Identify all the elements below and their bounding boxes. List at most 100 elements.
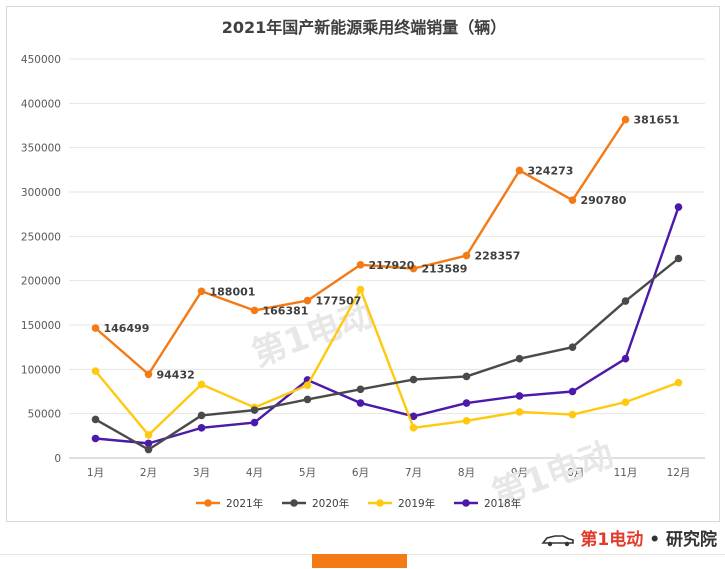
y-tick-label: 150000 [21, 320, 61, 332]
data-point [621, 398, 630, 406]
data-point [250, 418, 259, 427]
data-point [197, 287, 206, 296]
x-tick-label: 4月 [246, 467, 263, 479]
brand-logo: 第1电动 • 研究院 [540, 525, 717, 550]
data-point [303, 381, 312, 390]
data-point [674, 203, 683, 211]
data-point [462, 399, 471, 407]
data-point [674, 378, 683, 387]
data-point [568, 387, 577, 396]
data-point [515, 166, 524, 175]
legend-label: 2019年 [398, 497, 435, 510]
y-tick-label: 50000 [28, 409, 61, 421]
data-point [356, 385, 365, 394]
data-label-layer: 146499 94432 188001 166381 177507 217920 21358… [104, 114, 680, 382]
data-point [144, 439, 153, 448]
series-line [94, 257, 680, 451]
y-tick-label: 250000 [21, 231, 61, 243]
data-point [91, 324, 100, 332]
y-tick-label: 350000 [21, 143, 61, 155]
x-tick-label: 3月 [193, 467, 210, 479]
x-tick-label: 11月 [614, 467, 638, 479]
y-tick-label: 450000 [21, 54, 61, 66]
x-tick-label: 6月 [352, 467, 369, 479]
data-point [621, 297, 630, 305]
legend-swatch-marker [204, 499, 212, 507]
brand-prefix: 第1电动 [580, 530, 644, 550]
data-point [303, 296, 312, 305]
data-point [197, 411, 206, 420]
data-label: 381651 [634, 114, 680, 127]
legend-label: 2021年 [226, 497, 263, 510]
data-point [409, 412, 418, 421]
x-tick-label: 12月 [667, 467, 691, 479]
data-point [674, 254, 683, 263]
data-label: 146499 [104, 322, 150, 335]
chart-title: 2021年国产新能源乘用终端销量（辆） [222, 18, 507, 37]
data-label: 228357 [475, 250, 521, 263]
data-point [515, 354, 524, 363]
line-chart: 2021年国产新能源乘用终端销量（辆） 0 50000 100000 150000 20… [21, 18, 705, 515]
data-label: 324273 [528, 164, 574, 177]
series-line [94, 288, 679, 437]
legend: 2021年 2020年 2019年 2018年 [196, 497, 521, 510]
data-point [144, 370, 153, 379]
brand-suffix: • 研究院 [649, 530, 717, 550]
legend-swatch-marker [376, 499, 384, 507]
accent-bar [312, 554, 407, 568]
watermark-layer: 第1电动 第1电动 [247, 294, 619, 515]
data-point [356, 285, 365, 294]
data-point [568, 196, 577, 204]
grid-layer: 0 50000 100000 150000 200000 250000 300000 3500… [21, 54, 705, 479]
y-tick-label: 400000 [21, 98, 61, 110]
series-line [95, 206, 680, 445]
data-label: 290780 [581, 194, 627, 207]
data-point [91, 434, 100, 443]
legend-swatch-marker [290, 499, 298, 507]
data-point [568, 343, 577, 351]
x-tick-label: 1月 [87, 467, 104, 479]
x-tick-label: 2月 [140, 467, 157, 479]
footer: 第1电动 • 研究院 [0, 530, 725, 569]
data-point [568, 410, 577, 419]
data-point [250, 406, 259, 414]
data-point [462, 251, 471, 260]
data-point [409, 264, 418, 273]
y-tick-label: 100000 [21, 364, 61, 376]
data-point [303, 395, 312, 404]
data-point [462, 416, 471, 425]
data-label: 166381 [263, 304, 309, 317]
y-tick-label: 0 [54, 453, 61, 465]
data-label: 213589 [422, 263, 468, 276]
data-point [144, 431, 153, 439]
data-point [91, 415, 100, 424]
data-label: 217920 [369, 259, 415, 272]
data-point [621, 115, 630, 124]
x-tick-label: 8月 [458, 467, 475, 479]
data-point [356, 399, 365, 407]
data-point [515, 392, 524, 400]
data-label: 188001 [210, 285, 256, 298]
data-point [409, 424, 418, 432]
x-tick-label: 5月 [299, 467, 316, 479]
legend-label: 2018年 [484, 497, 521, 510]
car-icon [540, 535, 574, 547]
data-point [621, 354, 630, 363]
data-point [409, 375, 418, 384]
data-point [250, 306, 259, 315]
data-label: 94432 [157, 368, 195, 381]
legend-swatch-marker [462, 499, 470, 507]
y-tick-label: 300000 [21, 187, 61, 199]
x-tick-label: 7月 [405, 467, 422, 479]
legend-label: 2020年 [312, 497, 349, 510]
chart-panel: 2021年国产新能源乘用终端销量（辆） 0 50000 100000 150000 20… [6, 6, 720, 522]
y-tick-label: 200000 [21, 276, 61, 288]
data-point [197, 424, 206, 432]
data-point [197, 380, 206, 389]
x-tick-label: 10月 [561, 467, 585, 479]
data-point [462, 372, 471, 381]
data-point [515, 408, 524, 416]
data-point [356, 260, 365, 269]
series-layer [91, 115, 683, 454]
data-point [91, 367, 100, 375]
